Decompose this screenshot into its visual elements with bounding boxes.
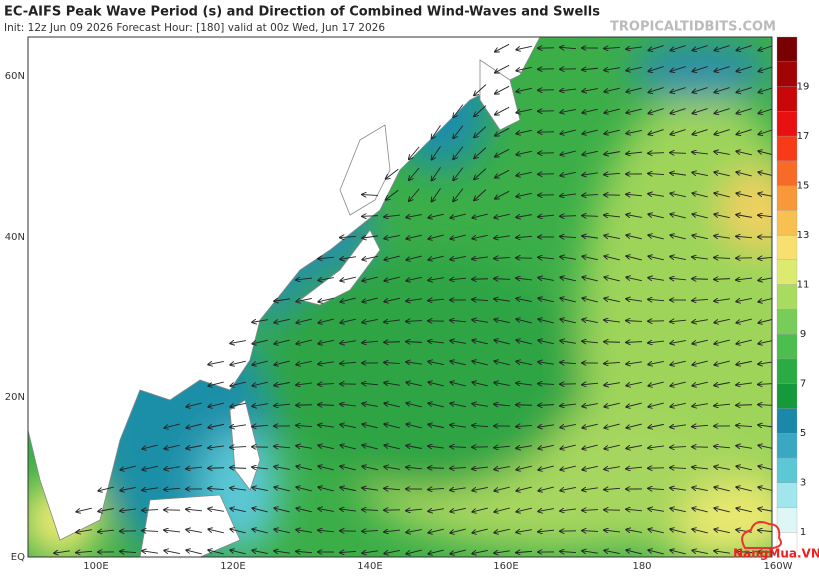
- lon-label: 120E: [220, 561, 245, 572]
- lon-label: 180: [632, 561, 651, 572]
- colorbar-swatch: [777, 384, 797, 409]
- colorbar-swatch: [777, 507, 797, 532]
- colorbar-label: 5: [800, 428, 806, 439]
- lon-label: 160W: [764, 561, 793, 572]
- colorbar-swatch: [777, 186, 797, 211]
- source: TROPICALTIDBITS.COM: [610, 20, 776, 35]
- colorbar-swatch: [777, 136, 797, 161]
- colorbar-swatch: [777, 433, 797, 458]
- colorbar-label: 15: [797, 181, 810, 192]
- lon-label: 160E: [493, 561, 518, 572]
- colorbar-swatch: [777, 161, 797, 186]
- colorbar-swatch: [777, 285, 797, 310]
- colorbar-label: 11: [797, 280, 810, 291]
- colorbar-label: 19: [797, 82, 810, 93]
- colorbar-swatch: [777, 37, 797, 62]
- wave-arrow: [560, 216, 576, 217]
- wave-arrow: [648, 153, 664, 154]
- lon-label: 140E: [357, 561, 382, 572]
- colorbar-swatch: [777, 235, 797, 260]
- colorbar-label: 3: [800, 478, 806, 489]
- wave-arrow: [472, 279, 488, 280]
- colorbar-swatch: [777, 458, 797, 483]
- colorbar-label: 1: [800, 527, 806, 538]
- colorbar-label: 9: [800, 329, 806, 340]
- lat-label: 40N: [5, 232, 25, 243]
- watermark-text: NangMua.VN: [733, 547, 819, 561]
- colorbar-swatch: [777, 111, 797, 136]
- colorbar-label: 7: [800, 379, 806, 390]
- lat-label: EQ: [11, 552, 25, 563]
- colorbar-swatch: [777, 334, 797, 359]
- colorbar-label: 17: [797, 131, 810, 142]
- lat-label: 20N: [5, 392, 25, 403]
- colorbar-swatch: [777, 359, 797, 384]
- map-field: [20, 37, 819, 570]
- lat-label: 60N: [5, 71, 25, 82]
- colorbar-swatch: [777, 210, 797, 235]
- wave-arrow: [692, 279, 708, 280]
- title: EC-AIFS Peak Wave Period (s) and Directi…: [4, 5, 600, 20]
- colorbar-swatch: [777, 408, 797, 433]
- colorbar: 19 17 15 13 11 9 7 5 3 1: [777, 37, 809, 557]
- wave-arrow: [384, 342, 400, 343]
- colorbar-swatch: [777, 483, 797, 508]
- colorbar-swatch: [777, 260, 797, 285]
- colorbar-label: 13: [797, 230, 810, 241]
- lon-label: 100E: [83, 561, 108, 572]
- subtitle: Init: 12z Jun 09 2026 Forecast Hour: [18…: [4, 22, 385, 34]
- colorbar-swatch: [777, 62, 797, 87]
- colorbar-swatch: [777, 309, 797, 334]
- colorbar-swatch: [777, 87, 797, 112]
